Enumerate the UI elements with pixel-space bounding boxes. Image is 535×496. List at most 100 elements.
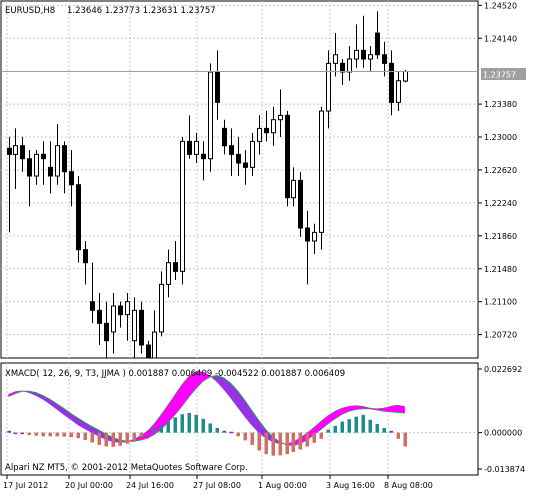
- histogram-bar: [264, 432, 268, 455]
- histogram-bar: [27, 432, 31, 436]
- histogram-bar: [173, 417, 177, 433]
- histogram-bar: [403, 432, 407, 447]
- time-tick-label: 8 Aug 08:00: [384, 481, 433, 490]
- candle-bear: [382, 54, 387, 64]
- price-tick-label: 1.20720: [484, 331, 517, 340]
- histogram-bar: [187, 412, 191, 433]
- candle-bear: [298, 179, 303, 229]
- candle-bull: [326, 62, 331, 112]
- candle-bull: [257, 127, 262, 142]
- candle-bear: [90, 301, 95, 311]
- time-tick-label: 24 Jul 16:00: [126, 481, 174, 490]
- candle-bear: [146, 344, 151, 358]
- histogram-bar: [62, 432, 66, 437]
- histogram-bar: [229, 431, 233, 434]
- time-tick-label: 20 Jul 00:00: [65, 481, 113, 490]
- histogram-bar: [298, 432, 302, 450]
- candle-bear: [173, 262, 178, 272]
- histogram-bar: [319, 432, 323, 439]
- time-tick-label: 17 Jul 2012: [3, 481, 48, 490]
- candle-bull: [159, 283, 164, 333]
- indicator-tick-label: -0.013874: [484, 465, 525, 474]
- histogram-bar: [243, 432, 247, 441]
- time-tick-label: 27 Jul 08:00: [193, 481, 241, 490]
- histogram-bar: [139, 432, 143, 438]
- histogram-bar: [333, 425, 337, 433]
- candle-bear: [361, 49, 366, 60]
- candle-bull: [111, 305, 116, 333]
- candle-bear: [27, 158, 32, 177]
- candle-bear: [187, 140, 192, 155]
- histogram-bar: [20, 432, 24, 435]
- histogram-bar: [13, 432, 17, 435]
- candle-bull: [125, 301, 130, 316]
- candle-bear: [83, 249, 88, 264]
- candle-bull: [278, 114, 283, 121]
- histogram-bar: [90, 432, 94, 443]
- histogram-bar: [104, 432, 108, 447]
- histogram-bar: [278, 432, 282, 456]
- histogram-bar: [97, 432, 101, 445]
- histogram-bar: [396, 432, 400, 439]
- histogram-bar: [340, 421, 344, 433]
- candle-bear: [104, 322, 109, 342]
- candle-bear: [69, 171, 74, 186]
- macd-histogram: [7, 412, 407, 456]
- histogram-bar: [257, 432, 261, 451]
- histogram-bar: [382, 428, 386, 433]
- candle-bull: [291, 179, 296, 199]
- current-price-tag: [481, 68, 526, 80]
- histogram-bar: [271, 432, 275, 456]
- ohlc-label: 1.23646 1.23773 1.23631 1.23757: [67, 6, 216, 16]
- candle-bull: [180, 140, 185, 272]
- histogram-bar: [152, 427, 156, 433]
- histogram-bar: [125, 432, 129, 444]
- candle-bull: [271, 119, 276, 134]
- candle-bear: [20, 145, 25, 160]
- candle-bear: [236, 153, 241, 164]
- price-axis: 1.24520 1.24140 1.23380 1.23000 1.22620 1.222…: [478, 1, 517, 340]
- candle-bull: [403, 70, 408, 82]
- histogram-bar: [285, 432, 289, 455]
- macd-cloud: [8, 370, 405, 447]
- histogram-bar: [250, 432, 254, 445]
- candle-bear: [305, 227, 310, 242]
- histogram-bar: [375, 424, 379, 433]
- price-tick-label: 1.24140: [484, 34, 517, 43]
- histogram-bar: [236, 432, 240, 437]
- histogram-bar: [222, 430, 226, 433]
- candle-bear: [41, 153, 46, 160]
- histogram-bar: [326, 429, 330, 433]
- histogram-bar: [55, 432, 59, 437]
- candle-bear: [201, 153, 206, 160]
- histogram-bar: [118, 432, 122, 446]
- candle-bull: [319, 110, 324, 233]
- price-tick-label: 1.23380: [484, 100, 517, 109]
- candle-bear: [264, 127, 269, 134]
- histogram-bar: [132, 432, 136, 441]
- histogram-bar: [7, 430, 11, 433]
- price-tick-label: 1.23000: [484, 133, 517, 142]
- histogram-bar: [48, 432, 52, 437]
- indicator-axis: 0.022692 0.000000 -0.013874: [478, 365, 525, 474]
- main-chart-frame: [0, 0, 479, 359]
- histogram-bar: [389, 430, 393, 433]
- candle-bear: [62, 145, 67, 173]
- candle-bear: [118, 305, 123, 316]
- candle-bear: [97, 309, 102, 324]
- histogram-bar: [312, 432, 316, 443]
- candle-bear: [389, 62, 394, 103]
- price-tick-label: 1.21860: [484, 232, 517, 241]
- candle-bull: [34, 153, 39, 177]
- histogram-bar: [368, 419, 372, 433]
- candle-bull: [132, 309, 137, 342]
- candle-bear: [7, 147, 12, 155]
- candle-bear: [139, 309, 144, 346]
- histogram-bar: [354, 416, 358, 433]
- candle-bull: [354, 49, 359, 60]
- candle-bull: [396, 80, 401, 103]
- candle-bull: [152, 331, 157, 358]
- candle-bear: [285, 114, 290, 199]
- candle-bull: [194, 140, 199, 155]
